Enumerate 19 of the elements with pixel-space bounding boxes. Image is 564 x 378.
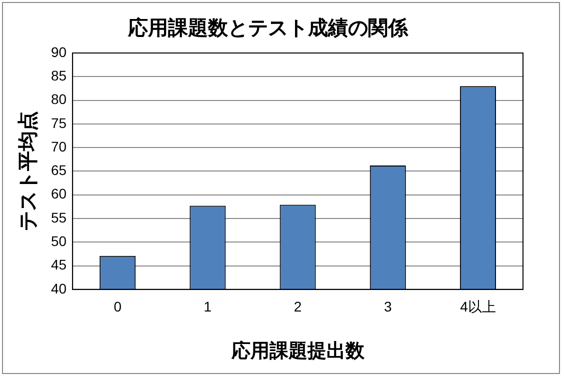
x-axis-title: 応用課題提出数 — [230, 340, 366, 362]
y-tick-label: 60 — [50, 186, 67, 202]
y-tick-label: 65 — [50, 162, 67, 178]
y-tick-label: 80 — [50, 91, 67, 108]
y-tick-label: 85 — [50, 68, 67, 84]
x-tick-label: 1 — [204, 298, 212, 315]
y-tick-label: 40 — [50, 280, 67, 296]
y-tick-label: 50 — [50, 232, 67, 249]
y-tick-label: 90 — [50, 44, 67, 60]
y-tick-label: 70 — [50, 138, 67, 154]
x-tick-label: 4以上 — [460, 298, 496, 315]
chart-title: 応用課題数とテスト成績の関係 — [127, 16, 409, 40]
y-tick-label: 55 — [50, 209, 67, 226]
x-tick-label: 3 — [384, 298, 392, 315]
y-tick-label: 75 — [50, 114, 67, 131]
x-tick-label: 0 — [114, 298, 122, 315]
x-tick-label: 2 — [294, 298, 302, 315]
y-axis-title: テスト平均点 — [18, 111, 40, 232]
y-tick-label: 45 — [50, 256, 67, 273]
